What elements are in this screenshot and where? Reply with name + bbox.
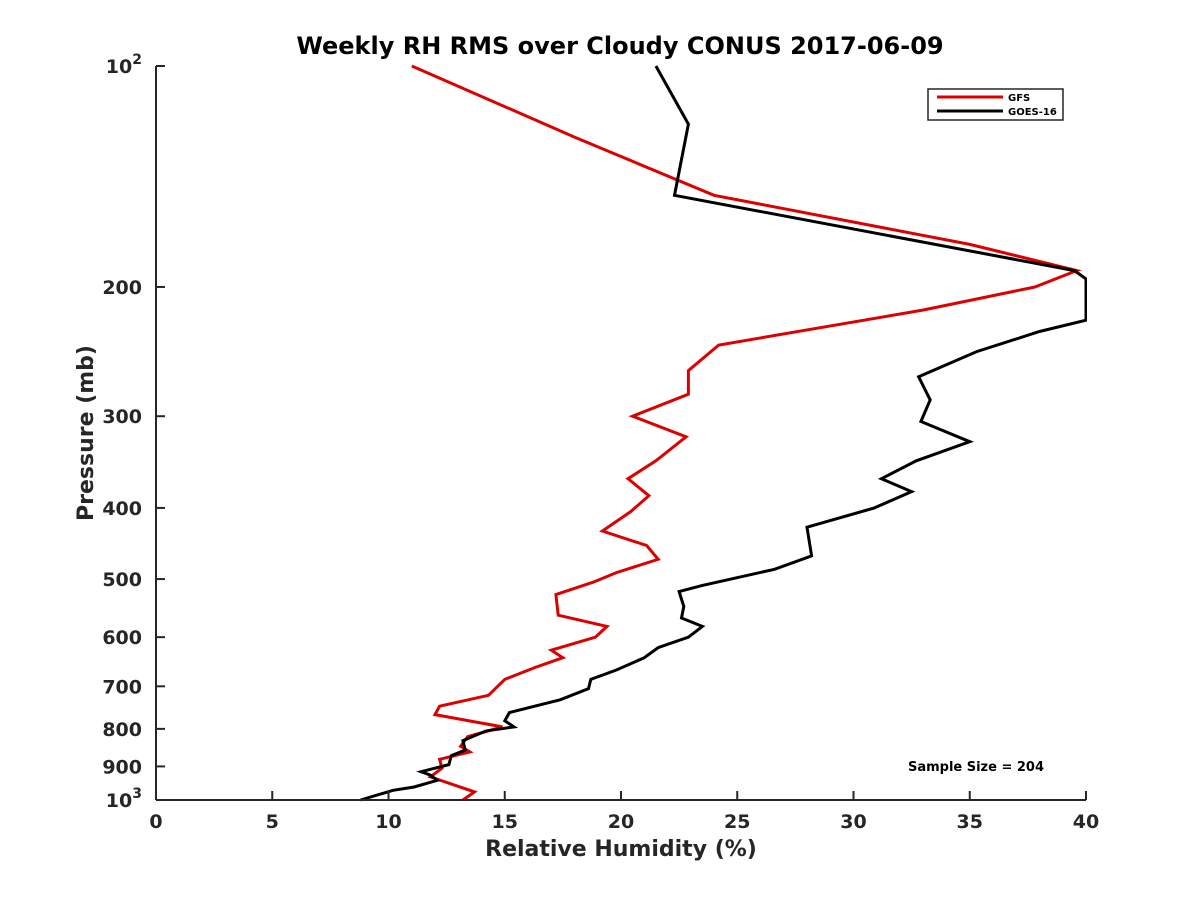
y-tick-label: 103 — [106, 786, 142, 812]
legend: GFS GOES-16 — [927, 88, 1064, 121]
y-tick-label: 600 — [102, 627, 142, 649]
sample-size-annotation: Sample Size = 204 — [908, 760, 1044, 775]
x-tick-label: 40 — [1073, 811, 1099, 833]
y-axis-label: Pressure (mb) — [74, 345, 99, 521]
y-tick-label: 400 — [102, 498, 142, 520]
x-tick-label: 25 — [724, 811, 750, 833]
series-line-gfs — [411, 64, 1082, 802]
x-tick-label: 35 — [957, 811, 983, 833]
y-tick-label: 102 — [106, 52, 142, 78]
y-ticks: 102 200 300 400 500 600 700 800 900 103 — [102, 52, 165, 812]
x-tick-label: 0 — [149, 811, 162, 833]
x-tick-label: 5 — [266, 811, 279, 833]
x-tick-label: 20 — [608, 811, 634, 833]
series-line-goes-16 — [360, 65, 1087, 802]
y-tick-label: 700 — [102, 676, 142, 698]
chart-title: Weekly RH RMS over Cloudy CONUS 2017-06-… — [296, 32, 943, 60]
y-tick-label: 300 — [102, 406, 142, 428]
y-tick-label: 800 — [102, 719, 142, 741]
y-tick-label: 200 — [102, 277, 142, 299]
y-tick-label: 500 — [102, 569, 142, 591]
x-tick-label: 10 — [375, 811, 401, 833]
legend-box — [927, 88, 1064, 121]
plot-lines — [360, 64, 1087, 802]
x-ticks: 0 5 10 15 20 25 30 35 40 — [149, 791, 1099, 833]
legend-label-goes-16: GOES-16 — [1008, 107, 1057, 118]
x-tick-label: 15 — [492, 811, 518, 833]
x-axis-label: Relative Humidity (%) — [485, 837, 757, 862]
y-tick-label: 900 — [102, 756, 142, 778]
x-tick-label: 30 — [840, 811, 866, 833]
legend-label-gfs: GFS — [1008, 93, 1030, 104]
